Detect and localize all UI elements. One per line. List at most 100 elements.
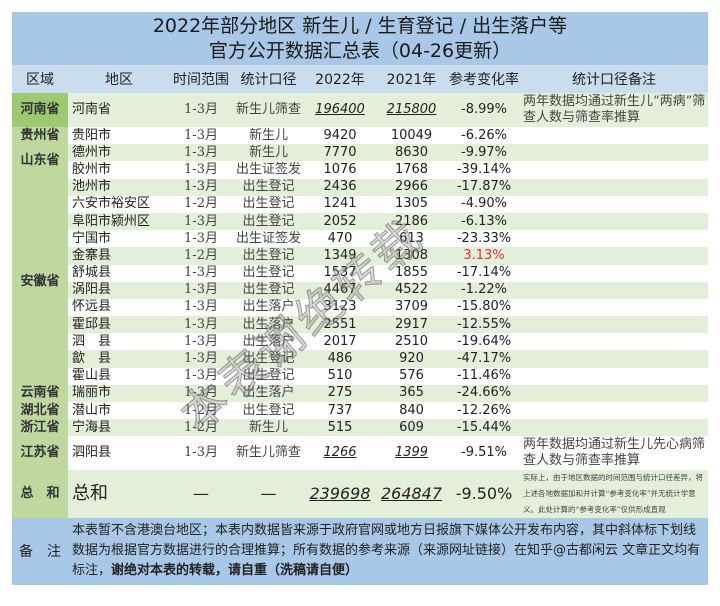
value-2021-cell: 365 (375, 384, 448, 402)
change-rate-cell: -15.80% (448, 298, 520, 317)
period-cell: 1-3月 (170, 367, 232, 385)
value-2022-cell: 3123 (305, 298, 375, 317)
province-cell: 山东省 (12, 144, 68, 179)
value-2021-cell: 2186 (375, 212, 448, 231)
period-cell: 1-3月 (170, 316, 232, 334)
region-cell: 怀远县 (68, 298, 170, 317)
basis-cell: 出生落户 (232, 298, 305, 317)
table-row: 江苏省 泗阳县 1-3月 新生儿筛查 1266 1399 -9.51% 两年数据均通过新生儿先… (12, 436, 708, 471)
change-rate-cell: -9.51% (448, 436, 520, 471)
value-2021-cell: 8630 (375, 144, 448, 162)
table-row: 贵州省 贵阳市 1-3月 新生儿 9420 10049 -6.26% (12, 127, 708, 145)
value-2021-cell: 215800 (375, 93, 448, 127)
region-cell: 宁国市 (68, 230, 170, 248)
region-cell: 德州市 (68, 144, 170, 162)
period-cell: 1-3月 (170, 212, 232, 231)
value-2022-cell: 1076 (305, 161, 375, 179)
region-cell: 河南省 (68, 93, 170, 127)
header-cell: 参考变化率 (448, 65, 520, 93)
region-cell: 歙 县 (68, 350, 170, 368)
note-cell: 两年数据均通过新生儿“两病”筛查人数与筛查率推算 (520, 93, 708, 127)
period-cell: 1-3月 (170, 178, 232, 196)
period-cell: 1-2月 (170, 419, 232, 437)
note-cell (520, 384, 708, 402)
header-row: 区域 地区 时间范围 统计口径 2022年 2021年 参考变化率 统计口径备注 (12, 65, 708, 93)
value-2022-cell: 2551 (305, 316, 375, 334)
value-2022-cell: 515 (305, 419, 375, 437)
basis-cell: 出生登记 (232, 247, 305, 265)
value-2022-cell: 1349 (305, 247, 375, 265)
period-cell: 1-3月 (170, 298, 232, 317)
notes-label: 备 注 (12, 518, 68, 586)
value-2022-cell: 470 (305, 230, 375, 248)
value-2021-cell: 609 (375, 419, 448, 437)
province-cell: 安徽省 (12, 178, 68, 385)
region-cell: 霍邱县 (68, 316, 170, 334)
change-rate-cell: -11.46% (448, 367, 520, 385)
total-note-cell: 实际上，由于地区数据的时间范围与统计口径差异，将上述各地数据加和并计算“参考变化… (520, 470, 708, 519)
basis-cell: 新生儿 (232, 127, 305, 145)
table-row: 金寨县 1-2月 出生登记 1349 1308 3.13% (12, 247, 708, 265)
notes-text: 本表暂不含港澳台地区；本表内数据皆来源于政府官网或地方日报旗下媒体公开发布内容，… (72, 523, 701, 579)
value-2021-cell: 1768 (375, 161, 448, 179)
table-row: 泗 县 1-3月 出生落户 2017 2510 -19.64% (12, 333, 708, 351)
value-2021-cell: 1308 (375, 247, 448, 265)
change-rate-cell: -23.33% (448, 230, 520, 248)
value-2022-cell: 737 (305, 402, 375, 420)
header-cell: 统计口径备注 (520, 65, 708, 93)
note-cell (520, 178, 708, 196)
value-2021-cell: 576 (375, 367, 448, 385)
period-cell: 1-2月 (170, 402, 232, 420)
province-cell: 浙江省 (12, 419, 68, 437)
period-cell: 1-2月 (170, 247, 232, 265)
change-rate-cell: -12.55% (448, 316, 520, 334)
table-row: 霍山县 1-3月 出生登记 510 576 -11.46% (12, 367, 708, 385)
period-cell: 1-3月 (170, 384, 232, 402)
change-rate-cell: -6.26% (448, 127, 520, 145)
total-label-cell: 总 和 (12, 470, 68, 519)
basis-cell: 出生登记 (232, 195, 305, 213)
table-row: 霍邱县 1-3月 出生落户 2551 2917 -12.55% (12, 316, 708, 334)
basis-cell: 出生登记 (232, 264, 305, 282)
notes-body: 本表暂不含港澳台地区；本表内数据皆来源于政府官网或地方日报旗下媒体公开发布内容，… (68, 518, 708, 585)
table-row: 舒城县 1-3月 出生登记 1537 1855 -17.14% (12, 264, 708, 282)
value-2022-cell: 9420 (305, 127, 375, 145)
change-rate-cell: -1.22% (448, 281, 520, 299)
note-cell (520, 281, 708, 299)
value-2021-cell: 2917 (375, 316, 448, 334)
header-cell: 地区 (68, 65, 170, 93)
value-2021-cell: 840 (375, 402, 448, 420)
table-row: 六安市裕安区 1-2月 出生登记 1241 1305 -4.90% (12, 195, 708, 213)
change-rate-cell: -19.64% (448, 333, 520, 351)
change-rate-cell: -6.13% (448, 212, 520, 231)
value-2021-cell: 920 (375, 350, 448, 368)
value-2022-cell: 2017 (305, 333, 375, 351)
value-2022-cell: 7770 (305, 144, 375, 162)
note-cell: 两年数据均通过新生儿先心病筛查人数与筛查率推算 (520, 436, 708, 471)
table-row: 怀远县 1-3月 出生落户 3123 3709 -15.80% (12, 298, 708, 317)
header-cell: 2022年 (305, 65, 375, 93)
table-row: 安徽省 池州市 1-3月 出生登记 2436 2966 -17.87% (12, 178, 708, 385)
period-cell: 1-3月 (170, 127, 232, 145)
value-2022-cell: 275 (305, 384, 375, 402)
value-2022-cell: 1537 (305, 264, 375, 282)
region-cell: 宁海县 (68, 419, 170, 437)
total-2022-cell: 239698 (305, 470, 375, 519)
region-cell: 贵阳市 (68, 127, 170, 145)
header-cell: 统计口径 (232, 65, 305, 93)
table-row: 山东省 德州市 1-3月 新生儿 7770 8630 -9.97% (12, 144, 708, 179)
note-cell (520, 333, 708, 351)
table-row: 宁国市 1-3月 出生证签发 470 613 -23.33% (12, 230, 708, 248)
value-2021-cell: 2966 (375, 178, 448, 196)
header-cell: 区域 (12, 65, 68, 93)
period-cell: 1-3月 (170, 281, 232, 299)
note-cell (520, 298, 708, 317)
value-2022-cell: 1266 (305, 436, 375, 471)
period-cell: 1-3月 (170, 230, 232, 248)
table-row: 河南省 河南省 1-3月 新生儿筛查 196400 215800 -8.99% 两年数据均通过… (12, 93, 708, 127)
value-2021-cell: 613 (375, 230, 448, 248)
region-cell: 六安市裕安区 (68, 195, 170, 213)
province-cell: 湖北省 (12, 402, 68, 420)
notes-bold-text: 谢绝对本表的转载，请自重（洗稿请自便） (111, 563, 359, 579)
region-cell: 舒城县 (68, 264, 170, 282)
